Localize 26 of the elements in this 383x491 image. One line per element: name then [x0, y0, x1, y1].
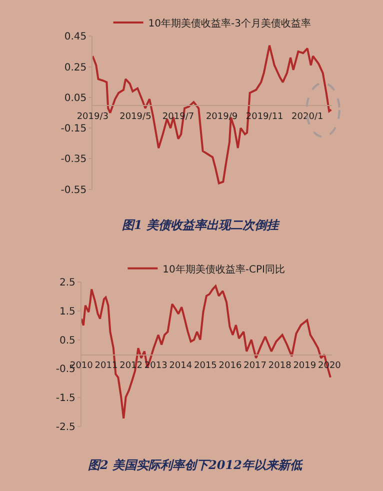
- x-tick-label: 2019: [293, 361, 316, 372]
- x-tick-label: 2017: [244, 361, 267, 372]
- caption: 图2 美国实际利率创下2012年以来新低: [88, 458, 304, 472]
- y-tick-label: 0.05: [64, 92, 87, 104]
- x-tick-label: 2014: [169, 361, 192, 372]
- y-tick-label: -0.35: [60, 154, 87, 166]
- y-tick-label: -1.5: [56, 393, 76, 404]
- x-tick-label: 2020/1: [292, 112, 324, 122]
- caption: 图1 美债收益率出现二次倒挂: [122, 218, 281, 232]
- x-tick-label: 2019/5: [120, 112, 152, 122]
- y-tick-label: -0.55: [60, 184, 87, 196]
- y-tick-label: -0.15: [60, 124, 87, 135]
- x-tick-label: 2013: [144, 361, 168, 372]
- x-tick-label: 2019/9: [206, 112, 238, 122]
- y-tick-label: 0.45: [64, 32, 87, 43]
- y-tick-label: -2.5: [56, 422, 76, 433]
- y-tick-label: 0.5: [60, 335, 76, 346]
- y-tick-label: 2.5: [60, 278, 76, 289]
- x-tick-label: 2015: [194, 361, 217, 372]
- legend-label: 10年期美债收益率-3个月美债收益率: [148, 17, 311, 30]
- legend-label: 10年期美债收益率-CPI同比: [162, 263, 285, 276]
- y-tick-label: 0.25: [64, 62, 87, 74]
- y-tick-label: 1.5: [60, 306, 76, 318]
- x-tick-label: 2018: [268, 361, 292, 372]
- x-tick-label: 2019/3: [76, 112, 108, 122]
- x-tick-label: 2016: [218, 361, 242, 372]
